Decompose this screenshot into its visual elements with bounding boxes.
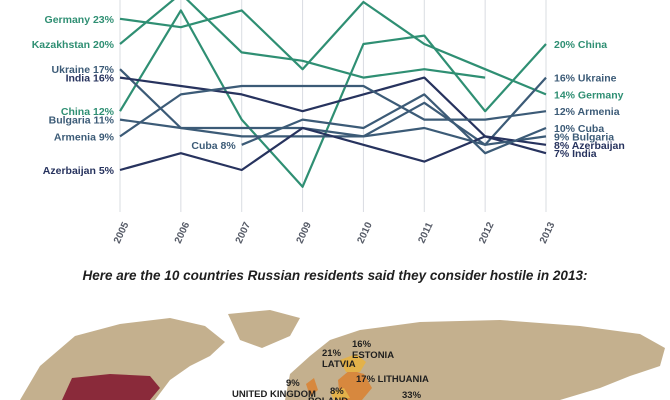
map-label-33: 33% [402,390,422,400]
end-label-bulgaria: 9% Bulgaria [554,131,614,143]
x-tick-label: 2005 [112,220,132,245]
baltic-region [340,354,366,372]
map-label-estonia: 16% ESTONIA [352,339,394,361]
map-label-uk: 9% UNITED KINGDOM [232,378,316,400]
series-line-germany [119,0,547,96]
series-line-azerbaijan [119,126,547,172]
end-label-cuba: 10% Cuba [554,123,604,135]
start-labels: Germany 23% Kazakhstan 20% China 12% Ukrain… [32,14,237,177]
x-tick-label: 2011 [416,220,435,245]
map-subtitle: Here are the 10 countries Russian reside… [82,268,588,283]
x-tick-label: 2012 [477,220,497,245]
x-axis-ticks: 2005 2006 2007 2009 2010 2011 2012 2013 [112,220,558,245]
x-tick-label: 2006 [173,220,193,245]
start-label-cuba: Cuba 8% [191,140,236,152]
uk-region [306,378,318,396]
line-chart: Germany 23% Kazakhstan 20% China 12% Ukrain… [32,0,625,245]
end-label-india: 7% India [554,148,597,160]
start-label-india: India 16% [66,73,115,85]
start-label-bulgaria: Bulgaria 11% [49,115,115,127]
map-label-lithuania: 17% LITHUANIA [356,374,429,385]
series-lines [119,0,547,188]
series-line-india [119,76,547,155]
series-line-cuba [241,93,547,155]
x-tick-label: 2007 [234,220,254,245]
series-line-china [119,9,547,188]
x-tick-label: 2013 [538,220,558,245]
end-labels: 14% Germany 20% China 16% Ukraine 7% India 9… [554,39,625,160]
start-label-ukraine: Ukraine 17% [52,64,115,76]
start-label-china: China 12% [61,106,115,118]
x-tick-label: 2009 [295,220,315,245]
map-label-poland: 8%POLAND [308,386,348,400]
start-label-germany: Germany 23% [45,14,115,26]
series-line-kazakhstan [119,0,486,79]
start-label-azerbaijan: Azerbaijan 5% [43,165,115,177]
end-label-azerbaijan: 8% Azerbaijan [554,140,625,152]
usa-region [62,374,160,400]
start-label-kazakhstan: Kazakhstan 20% [32,39,115,51]
end-label-china: 20% China [554,39,607,51]
eurasia-landmass [285,320,665,400]
world-map: 16% ESTONIA 21% LATVIA 17% LITHUANIA 9% UNI… [20,310,665,400]
end-label-germany: 14% Germany [554,89,624,101]
start-label-armenia: Armenia 9% [54,131,115,143]
end-label-ukraine: 16% Ukraine [554,73,617,85]
greenland-landmass [228,310,300,348]
x-tick-label: 2010 [355,220,375,245]
north-america-landmass [20,318,225,400]
map-label-latvia: 21% LATVIA [322,348,356,370]
poland-region [330,388,350,400]
series-line-armenia [119,84,547,138]
series-line-ukraine [119,68,547,146]
end-label-armenia: 12% Armenia [554,106,620,118]
